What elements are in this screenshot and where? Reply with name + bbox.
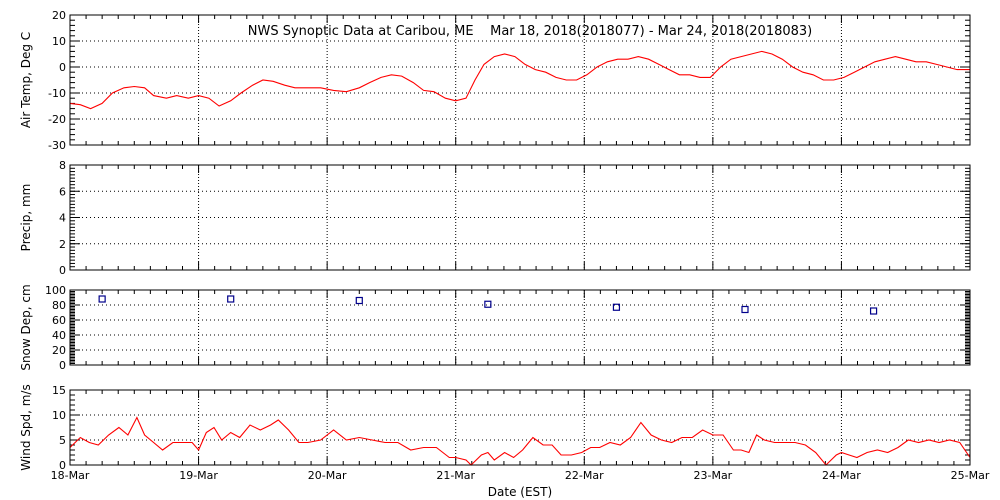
y-tick-label: 40 bbox=[52, 329, 66, 342]
x-axis-tick-labels: 18-Mar 19-Mar 20-Mar 21-Mar 22-Mar 23-Mar 24-M… bbox=[51, 469, 990, 482]
panel-snow-depth: 0 20 40 60 80 100 Snow Dep, cm bbox=[19, 284, 971, 372]
y-tick-label: -10 bbox=[48, 87, 66, 100]
x-tick-label: 23-Mar bbox=[693, 469, 732, 482]
wind-speed-series-line bbox=[69, 416, 971, 466]
x-tick-label: 22-Mar bbox=[565, 469, 604, 482]
panel-frame bbox=[69, 389, 971, 466]
x-tick-label: 25-Mar bbox=[951, 469, 990, 482]
y-tick-label: -20 bbox=[48, 113, 66, 126]
y-tick-label: 15 bbox=[52, 384, 66, 397]
chart-panels: -30 -20 -10 0 10 20 Air Temp, Deg C 0 2 4 6 8 Precip… bbox=[19, 9, 971, 472]
panel-wind-speed: 0 5 10 15 Wind Spd, m/s bbox=[19, 384, 971, 472]
y-tick-label: 60 bbox=[52, 314, 66, 327]
chart-title: NWS Synoptic Data at Caribou, ME Mar 18,… bbox=[248, 24, 813, 39]
x-tick-label: 24-Mar bbox=[822, 469, 861, 482]
y-tick-label: 2 bbox=[59, 238, 66, 251]
x-tick-label: 18-Mar bbox=[51, 469, 90, 482]
y-tick-label: 0 bbox=[59, 264, 66, 277]
y-tick-label: 20 bbox=[52, 9, 66, 22]
snow-depth-data-point bbox=[484, 300, 492, 308]
snow-depth-data-point bbox=[869, 307, 878, 315]
snow-depth-data-point bbox=[355, 296, 363, 305]
y-axis-label: Air Temp, Deg C bbox=[19, 32, 33, 128]
x-axis-label: Date (EST) bbox=[488, 485, 552, 499]
air-temp-series-line bbox=[69, 50, 970, 110]
panel-precip: 0 2 4 6 8 Precip, mm bbox=[19, 159, 971, 277]
x-tick-label: 21-Mar bbox=[436, 469, 475, 482]
y-tick-label: 6 bbox=[59, 185, 66, 198]
y-axis-label: Wind Spd, m/s bbox=[19, 384, 33, 470]
y-tick-label: 0 bbox=[59, 61, 66, 74]
y-axis-label: Snow Dep, cm bbox=[19, 284, 33, 370]
panel-frame bbox=[69, 289, 971, 366]
y-tick-label: 5 bbox=[59, 434, 66, 447]
panel-frame bbox=[69, 164, 971, 271]
panel-air-temp: -30 -20 -10 0 10 20 Air Temp, Deg C bbox=[19, 9, 971, 152]
y-tick-label: 100 bbox=[45, 284, 66, 297]
y-tick-label: 20 bbox=[52, 344, 66, 357]
y-tick-label: 0 bbox=[59, 359, 66, 372]
y-tick-label: 10 bbox=[52, 35, 66, 48]
y-axis-label: Precip, mm bbox=[19, 184, 33, 252]
panel-frame bbox=[69, 14, 971, 146]
snow-depth-data-point bbox=[98, 295, 106, 303]
y-tick-label: 10 bbox=[52, 409, 66, 422]
snow-depth-data-point bbox=[612, 303, 621, 311]
y-tick-label: 80 bbox=[52, 299, 66, 312]
snow-depth-data-point bbox=[741, 305, 749, 314]
y-tick-label: -30 bbox=[48, 139, 66, 152]
snow-depth-data-point bbox=[227, 295, 235, 303]
x-tick-label: 20-Mar bbox=[308, 469, 347, 482]
y-tick-label: 4 bbox=[59, 212, 66, 225]
y-tick-label: 0 bbox=[59, 459, 66, 472]
y-tick-label: 8 bbox=[59, 159, 66, 172]
x-tick-label: 19-Mar bbox=[179, 469, 218, 482]
